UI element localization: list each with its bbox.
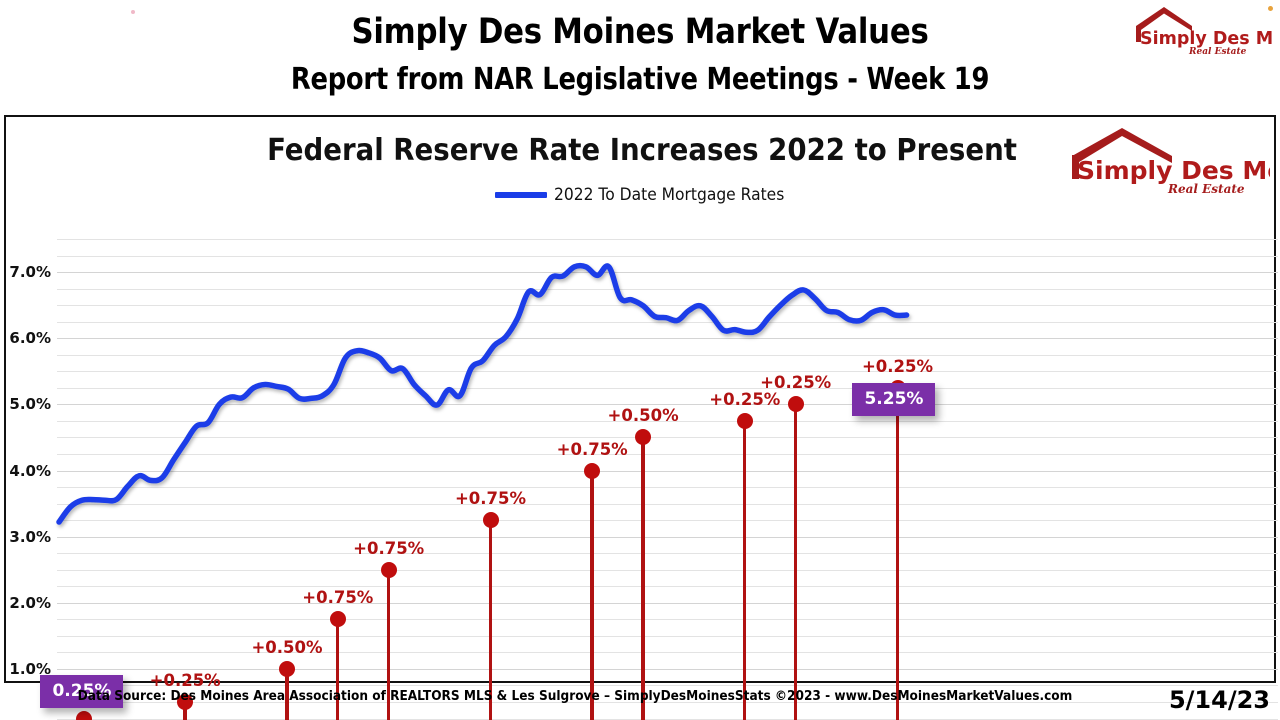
marker-label: +0.50% <box>607 406 679 426</box>
chart-legend: 2022 To Date Mortgage Rates <box>6 185 1278 204</box>
gridline <box>57 553 1278 555</box>
marker-dot <box>279 660 295 677</box>
marker-label: +0.25% <box>861 356 934 376</box>
gridline <box>57 701 1278 703</box>
gridline <box>57 652 1278 654</box>
gridline <box>57 635 1278 637</box>
marker-label: +0.75% <box>556 439 628 459</box>
house-roof-icon <box>1072 128 1172 179</box>
gridline <box>57 536 1278 538</box>
y-axis-tick-label: 2.0% <box>9 593 51 612</box>
rate-callout-badge: 5.25% <box>852 382 936 416</box>
marker-dot <box>736 412 753 429</box>
marker-stem <box>742 420 747 720</box>
marker-stem <box>285 668 289 720</box>
brand-logo-chart: Simply Des Moines Real Estate <box>1044 124 1270 196</box>
y-axis-tick-label: 3.0% <box>9 527 51 546</box>
y-axis-tick-label: 6.0% <box>9 329 51 348</box>
page-subtitle: Report from NAR Legislative Meetings - W… <box>290 62 990 97</box>
svg-text:Real Estate: Real Estate <box>1167 182 1245 196</box>
gridline <box>57 470 1278 472</box>
marker-stem <box>895 387 899 720</box>
page-title: Simply Des Moines Market Values <box>351 12 929 52</box>
svg-text:Simply Des Moines: Simply Des Moines <box>1077 156 1270 185</box>
gridline <box>57 371 1278 373</box>
gridline <box>57 602 1278 604</box>
decorative-dot <box>131 10 135 14</box>
brand-logo-small: Simply Des Moines Real Estate <box>1112 4 1272 56</box>
y-axis-tick-label: 5.0% <box>9 395 51 414</box>
marker-label: +0.75% <box>353 538 425 558</box>
slide-header: Simply Des Moines Market Values Report f… <box>0 0 1280 112</box>
marker-stem <box>488 520 492 720</box>
marker-dot <box>380 561 397 578</box>
marker-stem <box>590 470 594 720</box>
y-axis-tick-label: 1.0% <box>9 659 51 678</box>
svg-text:Simply Des Moines: Simply Des Moines <box>1140 29 1272 49</box>
gridline <box>57 288 1278 290</box>
marker-stem <box>793 404 798 720</box>
plot-area: 0.25% +0.25% +0.50% +0.75% +0.75% +0.75% +0.75… <box>40 239 1278 720</box>
gridline <box>57 239 1278 240</box>
gridline <box>57 420 1278 422</box>
marker-dot <box>482 512 499 529</box>
gridline <box>57 503 1278 505</box>
footer-date: 5/14/23 <box>1168 686 1270 714</box>
gridline <box>57 586 1278 588</box>
gridline <box>57 520 1278 522</box>
chart-title: Federal Reserve Rate Increases 2022 to P… <box>267 133 1017 168</box>
gridline <box>57 685 1278 687</box>
marker-label: +0.75% <box>302 588 374 608</box>
gridline <box>57 272 1278 274</box>
gridlines <box>57 239 1278 720</box>
gridline <box>57 718 1278 720</box>
marker-stem <box>386 569 391 720</box>
marker-dot <box>177 693 194 710</box>
svg-text:Real Estate: Real Estate <box>1188 47 1247 56</box>
marker-stem <box>183 701 187 720</box>
gridline <box>57 255 1278 257</box>
gridline <box>57 404 1278 406</box>
marker-label: +0.25% <box>709 389 781 409</box>
gridline <box>57 453 1278 455</box>
marker-label: +0.25% <box>760 373 832 393</box>
legend-label-mortgage-rates: 2022 To Date Mortgage Rates <box>553 185 785 204</box>
y-axis-labels: 0.0%1.0%2.0%3.0%4.0%5.0%6.0%7.0% <box>6 239 57 720</box>
marker-label: +0.50% <box>251 637 323 657</box>
gridline <box>57 569 1278 571</box>
gridline <box>57 619 1278 621</box>
y-axis-tick-label: 4.0% <box>9 461 51 480</box>
marker-stem <box>335 619 340 720</box>
house-roof-icon <box>1136 7 1192 42</box>
marker-stem <box>641 437 645 720</box>
footer-source: Data Source: Des Moines Area Association… <box>77 688 1073 704</box>
gridline <box>57 321 1278 323</box>
decorative-dot-orange <box>1268 6 1273 11</box>
y-axis-tick-label: 7.0% <box>9 263 51 282</box>
marker-dot <box>584 462 601 479</box>
gridline <box>57 387 1278 389</box>
mortgage-rate-line <box>57 239 1278 720</box>
marker-dot <box>787 396 804 413</box>
gridline <box>57 487 1278 488</box>
marker-dot <box>635 429 652 446</box>
gridline <box>57 338 1278 340</box>
marker-label: +0.25% <box>149 670 221 690</box>
gridline <box>57 305 1278 307</box>
marker-label: +0.75% <box>454 489 527 509</box>
marker-dot <box>75 710 92 720</box>
marker-dot <box>329 611 346 628</box>
gridline <box>57 354 1278 356</box>
chart-container: Federal Reserve Rate Increases 2022 to P… <box>4 115 1278 720</box>
gridline <box>57 437 1278 439</box>
legend-swatch-mortgage-rates <box>494 191 547 198</box>
gridline <box>57 668 1278 670</box>
rate-callout-badge: 0.25% <box>40 675 124 709</box>
